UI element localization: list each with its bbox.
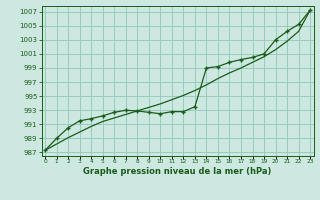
X-axis label: Graphe pression niveau de la mer (hPa): Graphe pression niveau de la mer (hPa) [84,167,272,176]
